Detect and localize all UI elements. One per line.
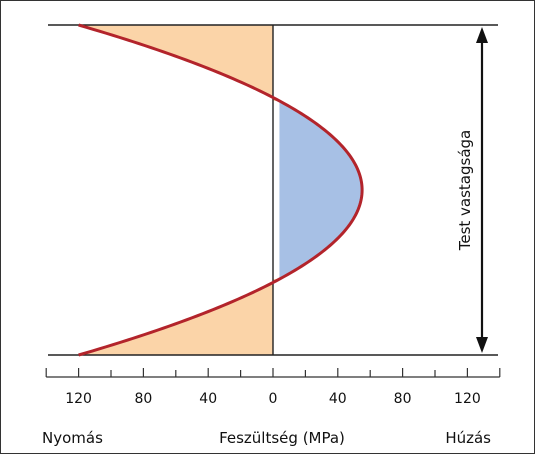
x-tick-label: 40 [329, 391, 347, 407]
thickness-arrow [476, 27, 488, 353]
x-axis-ticks [45, 368, 501, 377]
fills-layer [78, 25, 363, 355]
tension-area [279, 100, 363, 280]
x-tick-label: 40 [199, 391, 217, 407]
tension-label: Húzás [445, 429, 491, 447]
x-tick-label: 0 [269, 391, 278, 407]
x-axis-tick-labels: 120 80 40 0 40 80 120 [65, 391, 481, 407]
stress-curve [78, 23, 364, 357]
compression-label: Nyomás [42, 429, 103, 447]
x-tick-label: 120 [65, 391, 92, 407]
x-tick-label: 80 [134, 391, 152, 407]
arrow-head-down-icon [476, 337, 488, 353]
x-axis-label: Feszültség (MPa) [219, 429, 345, 447]
compression-area-bottom [78, 279, 280, 355]
thickness-label: Test vastagsága [456, 130, 474, 252]
x-tick-label: 120 [454, 391, 481, 407]
compression-area-top [78, 25, 280, 101]
arrow-head-up-icon [476, 27, 488, 43]
x-tick-label: 80 [394, 391, 412, 407]
